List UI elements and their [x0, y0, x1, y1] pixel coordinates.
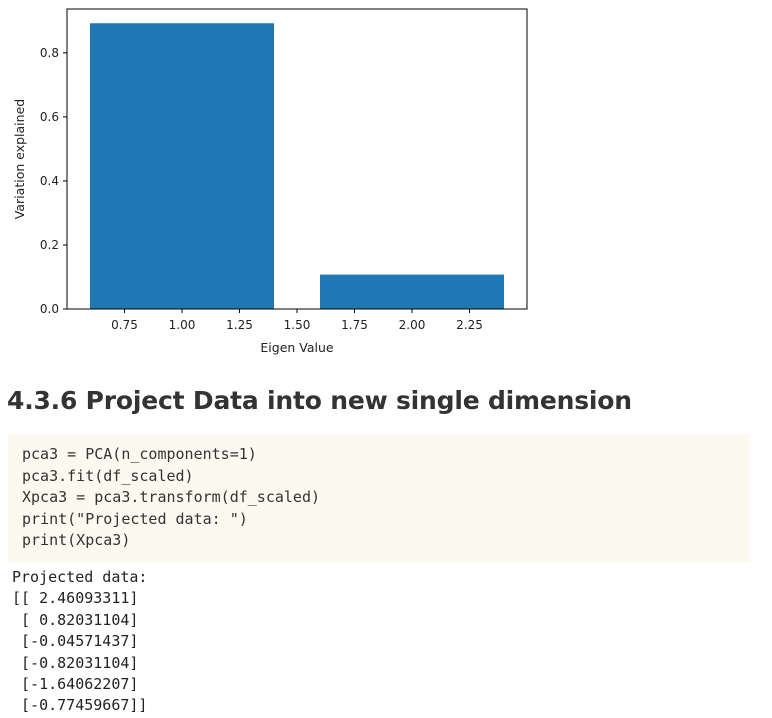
- x-tick-label-6: 2.00: [399, 318, 426, 332]
- y-tick-label-3: 0.4: [40, 174, 59, 188]
- output-line-5: [-0.82031104]: [12, 653, 139, 672]
- chart-svg: 0.75 1.00 1.25 1.50 1.75 2.00 2.25 0.0 0.2 0.4 0.6…: [12, 8, 528, 355]
- code-line-1: pca3 = PCA(n_components=1): [22, 445, 257, 463]
- x-tick-label-5: 1.75: [341, 318, 368, 332]
- y-tick-label-1: 0.0: [40, 302, 59, 316]
- output-line-2: [[ 2.46093311]: [12, 589, 139, 608]
- y-tick-label-5: 0.8: [40, 46, 59, 60]
- output-line-4: [-0.04571437]: [12, 632, 139, 651]
- y-tick-label-4: 0.6: [40, 110, 59, 124]
- x-tick-label-3: 1.25: [226, 318, 253, 332]
- output-line-3: [ 0.82031104]: [12, 610, 139, 629]
- variance-bar-chart: 0.75 1.00 1.25 1.50 1.75 2.00 2.25 0.0 0.2 0.4 0.6…: [0, 0, 540, 370]
- bar-2: [320, 274, 504, 309]
- x-tick-label-4: 1.50: [284, 318, 311, 332]
- output-line-6: [-1.64062207]: [12, 675, 139, 694]
- bar-1: [90, 23, 274, 310]
- code-line-5: print(Xpca3): [22, 531, 131, 549]
- y-tick-label-2: 0.2: [40, 238, 59, 252]
- output-line-1: Projected data:: [12, 568, 157, 586]
- section-heading: 4.3.6 Project Data into new single dimen…: [7, 386, 632, 415]
- output-line-7: [-0.77459667]]: [12, 696, 148, 715]
- y-axis-label: Variation explained: [12, 99, 27, 219]
- x-axis-label: Eigen Value: [260, 340, 334, 355]
- x-tick-label-1: 0.75: [111, 318, 138, 332]
- code-line-4: print("Projected data: "): [22, 509, 248, 528]
- cell-output: Projected data: [[ 2.46093311] [ 0.82031…: [12, 567, 157, 717]
- x-tick-label-7: 2.25: [456, 318, 483, 332]
- code-cell[interactable]: pca3 = PCA(n_components=1) pca3.fit(df_s…: [8, 434, 750, 562]
- code-line-3: Xpca3 = pca3.transform(df_scaled): [22, 488, 321, 506]
- code-line-2: pca3.fit(df_scaled): [22, 466, 194, 485]
- x-tick-label-2: 1.00: [169, 318, 196, 332]
